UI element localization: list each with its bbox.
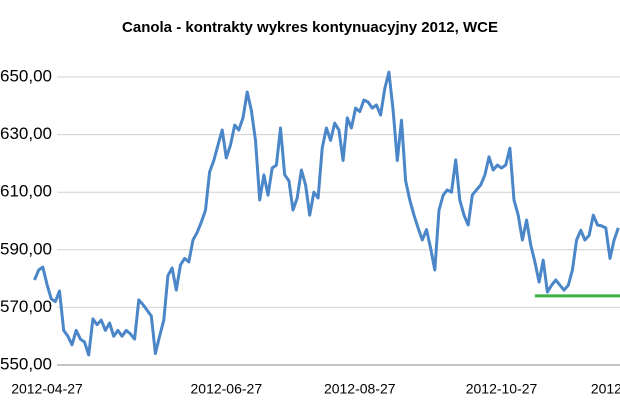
x-tick-label: 2012-12-27 xyxy=(591,381,620,397)
y-tick-label: 550,00 xyxy=(0,354,52,373)
y-tick-label: 570,00 xyxy=(0,297,52,316)
y-tick-label: 630,00 xyxy=(0,124,52,143)
x-tick-label: 2012-04-27 xyxy=(11,381,83,397)
x-tick-label: 2012-06-27 xyxy=(191,381,263,397)
x-tick-label: 2012-08-27 xyxy=(324,381,396,397)
y-tick-label: 610,00 xyxy=(0,182,52,201)
y-tick-label: 590,00 xyxy=(0,239,52,258)
chart-title: Canola - kontrakty wykres kontynuacyjny … xyxy=(122,19,498,36)
x-tick-label: 2012-10-27 xyxy=(466,381,538,397)
price-line xyxy=(33,70,620,357)
y-tick-label: 650,00 xyxy=(0,66,52,85)
